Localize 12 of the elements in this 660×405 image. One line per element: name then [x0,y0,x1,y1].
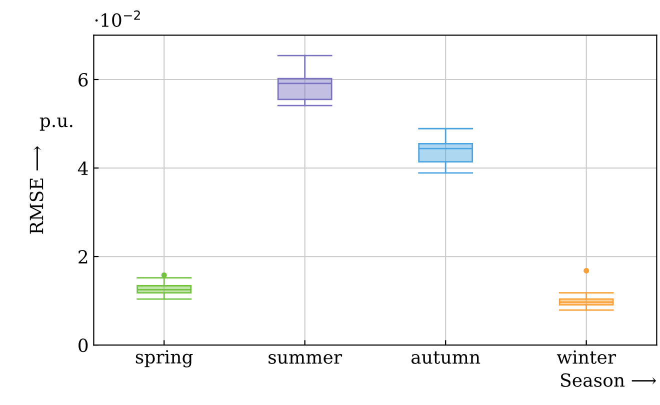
x-axis-title: Season ⟶ [561,373,656,387]
text: ·10$^{−2}$ [95,10,140,27]
x-tick-label: winter [556,350,616,364]
y-tick-label: 4 [78,161,88,175]
y-tick-label: 2 [78,250,88,264]
y-axis-title: RMSE ⟶ [30,146,44,234]
x-tick-label: summer [268,354,342,364]
x-tick-label: autumn [411,351,480,364]
x-tick-label: spring [136,350,193,368]
text: p.u. [40,117,72,131]
y-tick-label: 0 [78,338,88,352]
y-tick-label: 6 [78,72,88,87]
